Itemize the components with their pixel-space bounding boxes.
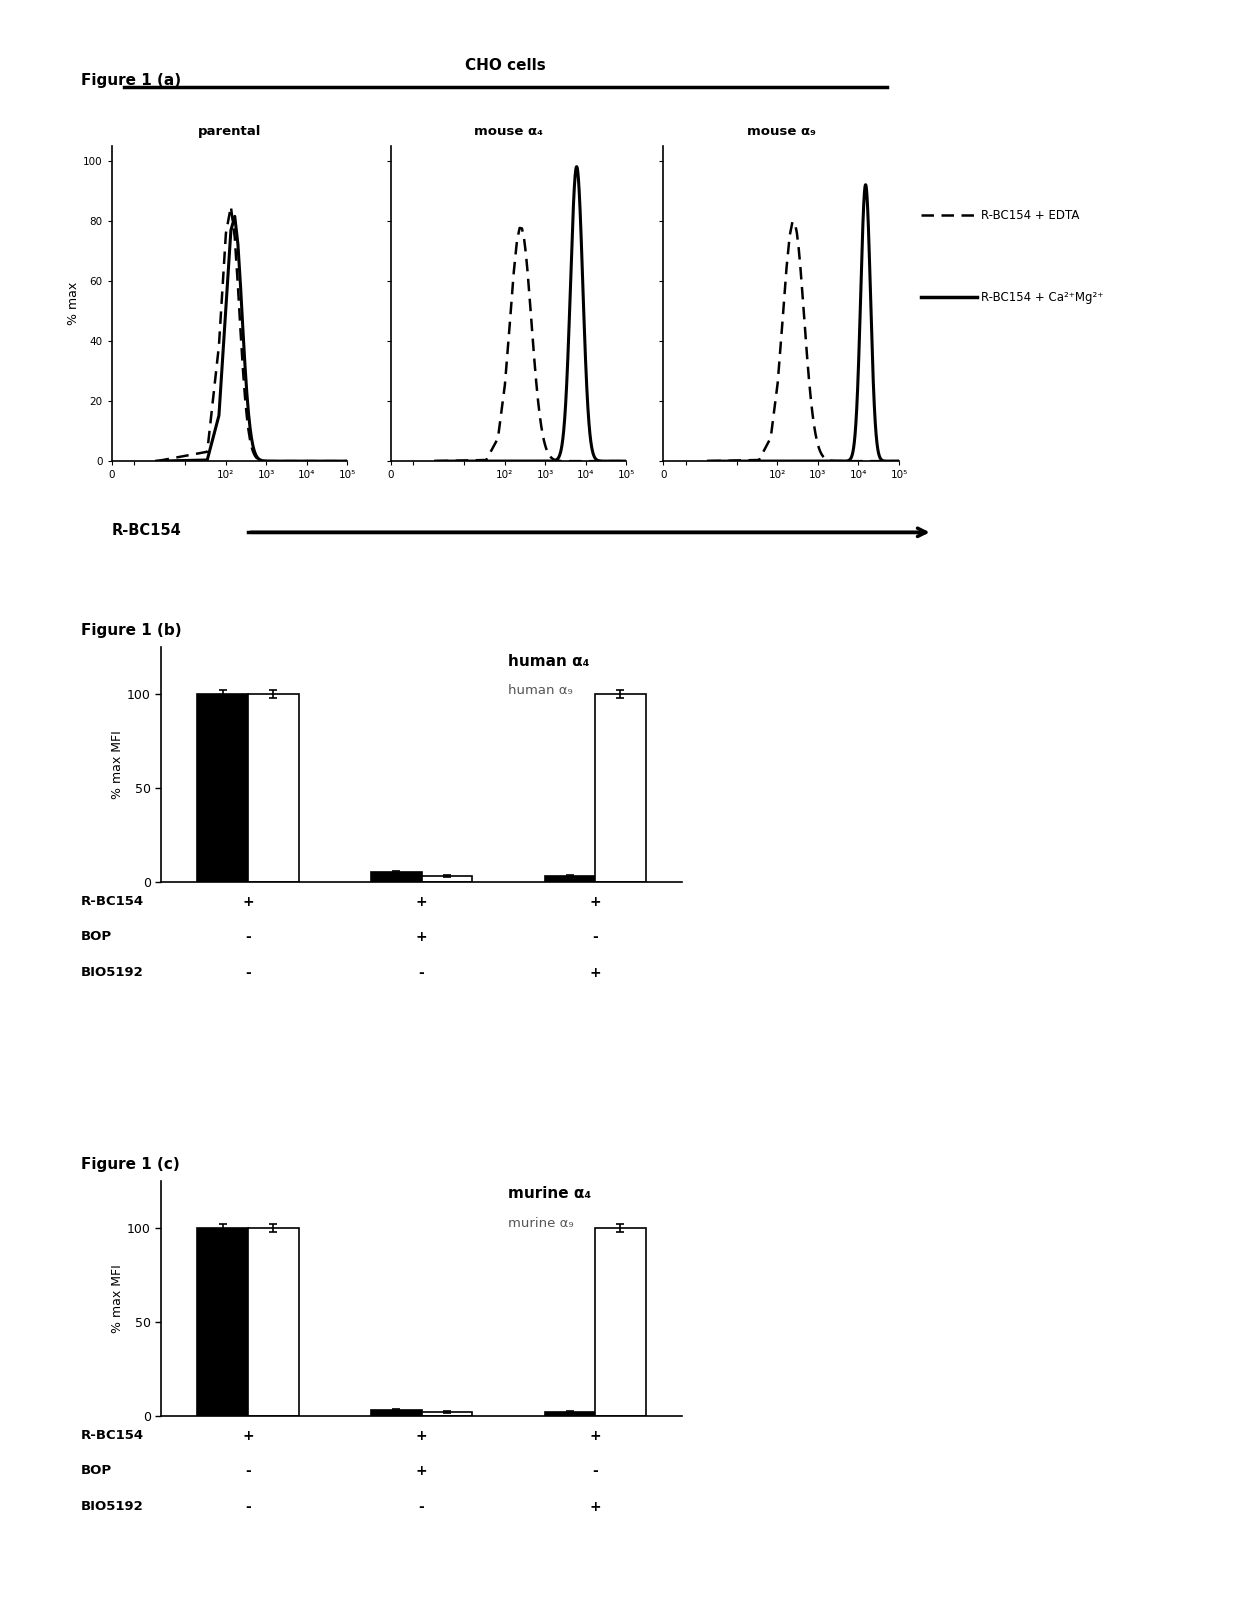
Bar bbox=[595, 1228, 646, 1416]
Text: -: - bbox=[419, 1500, 424, 1514]
Bar bbox=[422, 1413, 472, 1416]
Text: BOP: BOP bbox=[81, 1464, 112, 1477]
Y-axis label: % max MFI: % max MFI bbox=[112, 730, 124, 799]
Text: +: + bbox=[589, 895, 601, 909]
Text: human α₉: human α₉ bbox=[508, 684, 573, 697]
Bar bbox=[371, 1411, 422, 1416]
Y-axis label: % max: % max bbox=[67, 282, 81, 325]
Bar bbox=[544, 1413, 595, 1416]
Bar bbox=[248, 1228, 299, 1416]
Bar bbox=[248, 694, 299, 882]
Text: +: + bbox=[589, 1429, 601, 1443]
Text: murine α₄: murine α₄ bbox=[508, 1186, 591, 1201]
Y-axis label: % max MFI: % max MFI bbox=[112, 1264, 124, 1333]
Text: +: + bbox=[415, 895, 428, 909]
Text: R-BC154: R-BC154 bbox=[81, 895, 144, 908]
Text: +: + bbox=[415, 930, 428, 945]
Text: R-BC154: R-BC154 bbox=[112, 523, 181, 539]
Bar bbox=[544, 877, 595, 882]
Text: +: + bbox=[242, 1429, 254, 1443]
Bar bbox=[197, 694, 248, 882]
Text: mouse α₄: mouse α₄ bbox=[474, 125, 543, 138]
Text: -: - bbox=[419, 966, 424, 981]
Text: mouse α₉: mouse α₉ bbox=[746, 125, 816, 138]
Text: -: - bbox=[246, 966, 250, 981]
Text: +: + bbox=[589, 966, 601, 981]
Text: human α₄: human α₄ bbox=[508, 654, 590, 668]
Text: -: - bbox=[246, 1500, 250, 1514]
Text: BOP: BOP bbox=[81, 930, 112, 943]
Text: +: + bbox=[242, 895, 254, 909]
Text: R-BC154 + EDTA: R-BC154 + EDTA bbox=[981, 209, 1079, 222]
Bar bbox=[595, 694, 646, 882]
Text: parental: parental bbox=[197, 125, 262, 138]
Bar bbox=[422, 877, 472, 882]
Text: BIO5192: BIO5192 bbox=[81, 966, 144, 979]
Text: R-BC154: R-BC154 bbox=[81, 1429, 144, 1442]
Text: -: - bbox=[246, 930, 250, 945]
Text: +: + bbox=[415, 1464, 428, 1479]
Text: -: - bbox=[246, 1464, 250, 1479]
Text: +: + bbox=[589, 1500, 601, 1514]
Text: Figure 1 (b): Figure 1 (b) bbox=[81, 623, 181, 637]
Text: CHO cells: CHO cells bbox=[465, 58, 546, 73]
Text: -: - bbox=[593, 930, 598, 945]
Bar bbox=[371, 872, 422, 882]
Text: -: - bbox=[593, 1464, 598, 1479]
Text: +: + bbox=[415, 1429, 428, 1443]
Text: BIO5192: BIO5192 bbox=[81, 1500, 144, 1513]
Text: Figure 1 (a): Figure 1 (a) bbox=[81, 73, 181, 87]
Text: R-BC154 + Ca²⁺Mg²⁺: R-BC154 + Ca²⁺Mg²⁺ bbox=[981, 291, 1104, 304]
Text: Figure 1 (c): Figure 1 (c) bbox=[81, 1157, 180, 1171]
Text: murine α₉: murine α₉ bbox=[508, 1217, 574, 1230]
Bar bbox=[197, 1228, 248, 1416]
